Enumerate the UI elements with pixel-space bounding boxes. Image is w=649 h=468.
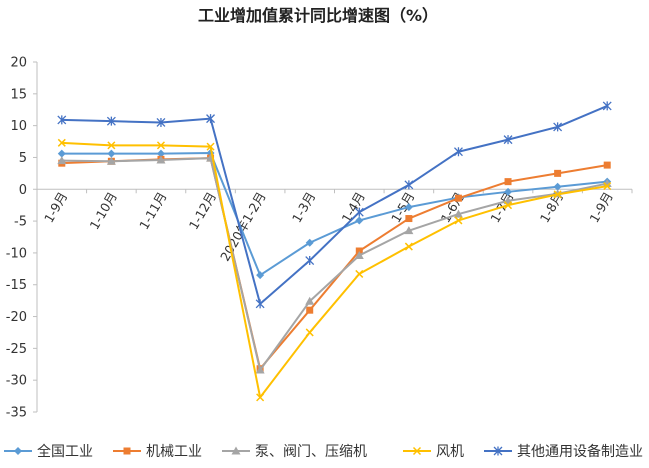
diamond-marker — [14, 447, 22, 455]
diamond-marker — [256, 271, 265, 280]
y-tick-label: -5 — [14, 215, 27, 230]
y-tick-label: 10 — [10, 119, 27, 134]
x-tick-label: 2020年1-2月 — [217, 189, 269, 263]
legend-item: 机械工业 — [113, 444, 202, 460]
series-line — [61, 152, 608, 277]
series-4 — [57, 101, 612, 309]
series-line — [61, 104, 608, 305]
x-marker — [206, 142, 215, 151]
y-tick-label: -30 — [6, 374, 27, 389]
x-marker — [156, 141, 165, 150]
diamond-marker — [107, 149, 116, 158]
series-line — [61, 157, 608, 371]
y-tick-label: 5 — [19, 151, 27, 166]
x-marker — [553, 190, 562, 199]
x-tick-label: 1-3月 — [289, 189, 318, 225]
triangle-marker — [255, 365, 265, 374]
triangle-marker — [231, 446, 241, 455]
x-marker — [504, 201, 513, 210]
x-marker — [107, 141, 116, 150]
y-tick-label: -35 — [6, 406, 27, 421]
triangle-marker — [602, 179, 612, 188]
series-2 — [57, 153, 612, 374]
chart-title: 工业增加值累计同比增速图（%） — [198, 6, 438, 25]
star-marker — [404, 180, 414, 190]
x-tick-label: 1-12月 — [186, 189, 219, 232]
triangle-marker — [354, 250, 364, 259]
x-tick-label: 1-10月 — [87, 189, 120, 232]
x-marker — [305, 328, 314, 337]
star-marker — [354, 207, 364, 217]
y-tick-label: -25 — [6, 342, 27, 357]
diamond-marker — [404, 203, 413, 212]
diamond-marker — [57, 149, 66, 158]
legend-label: 全国工业 — [37, 443, 93, 460]
square-marker — [405, 215, 413, 223]
star-marker — [602, 101, 612, 111]
legend-label: 风机 — [436, 444, 464, 460]
series-1 — [58, 154, 611, 373]
y-tick-label: 0 — [19, 183, 27, 198]
x-marker — [454, 216, 463, 225]
square-marker — [123, 447, 131, 455]
legend-item: 其他通用设备制造业 — [484, 443, 643, 460]
triangle-marker — [57, 156, 67, 165]
y-tick-label: -20 — [6, 310, 27, 325]
x-marker — [412, 446, 422, 456]
legend-item: 风机 — [403, 444, 464, 460]
square-marker — [603, 161, 611, 169]
legend-label: 泵、阀门、压缩机 — [255, 444, 367, 460]
series-line — [61, 141, 608, 399]
diamond-marker — [504, 187, 513, 196]
triangle-marker — [305, 296, 315, 305]
star-marker — [493, 446, 503, 456]
y-axis: 20 15 10 5 0 -5 -10 -15 -20 -25 -30 -35 — [6, 56, 38, 421]
series-0 — [57, 149, 612, 280]
triangle-marker — [453, 209, 463, 218]
y-tick-label: -15 — [6, 278, 27, 293]
x-marker — [57, 138, 66, 147]
legend: 全国工业 机械工业 泵、阀门、压缩机 风机 其他通用设备制造业 — [4, 443, 643, 460]
x-marker — [603, 182, 612, 191]
triangle-marker — [106, 156, 116, 165]
diamond-marker — [156, 149, 165, 158]
star-marker — [57, 115, 67, 125]
star-marker — [305, 256, 315, 266]
legend-label: 机械工业 — [146, 444, 202, 460]
x-tick-label: 1-9月 — [41, 189, 70, 225]
star-marker — [255, 299, 265, 309]
y-tick-label: -10 — [6, 246, 27, 261]
y-tick-label: 20 — [10, 56, 27, 71]
star-marker — [206, 114, 216, 124]
x-tick-label: 1-9月 — [586, 189, 615, 225]
y-tick-label: 15 — [10, 87, 27, 102]
square-marker — [454, 194, 462, 202]
x-marker — [355, 269, 364, 278]
plot-area — [57, 101, 612, 402]
square-marker — [554, 169, 562, 177]
square-marker — [504, 178, 512, 186]
x-marker — [256, 393, 265, 402]
series-3 — [57, 138, 612, 402]
diamond-marker — [305, 238, 314, 247]
legend-item: 全国工业 — [4, 443, 93, 460]
triangle-marker — [404, 226, 414, 235]
star-marker — [553, 122, 563, 132]
legend-label: 其他通用设备制造业 — [517, 443, 643, 460]
diamond-marker — [355, 216, 364, 225]
star-marker — [453, 147, 463, 157]
star-marker — [156, 117, 166, 127]
x-tick-label: 1-11月 — [136, 189, 169, 232]
diamond-marker — [553, 182, 562, 191]
star-marker — [106, 116, 116, 126]
x-marker — [404, 242, 413, 251]
square-marker — [306, 306, 314, 314]
legend-item: 泵、阀门、压缩机 — [222, 444, 367, 460]
triangle-marker — [156, 155, 166, 164]
star-marker — [503, 135, 513, 145]
